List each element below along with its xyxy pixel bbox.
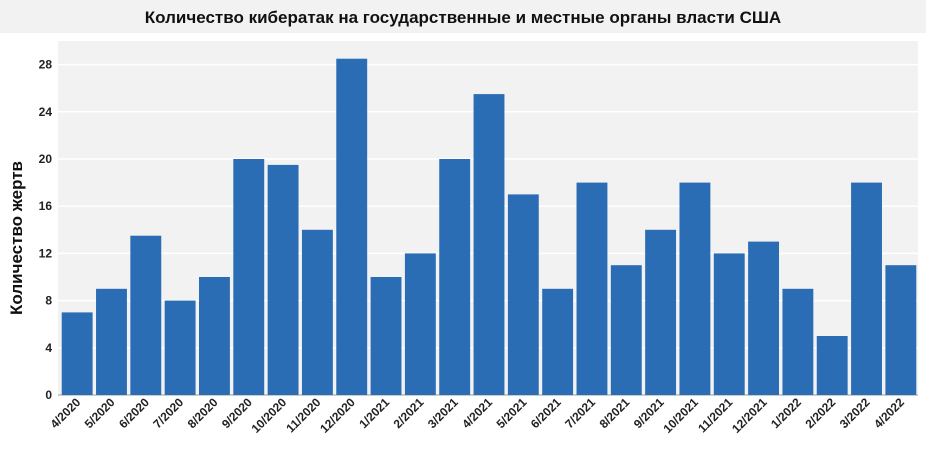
bar-10-2021	[679, 182, 711, 395]
bar-7-2021	[576, 182, 608, 395]
x-tick-label: 10/2021	[660, 395, 701, 436]
bar-6-2020	[130, 235, 162, 395]
x-tick-label: 3/2022	[837, 395, 873, 431]
title-band	[0, 0, 926, 33]
bars	[61, 58, 917, 395]
bar-11-2021	[713, 253, 745, 395]
bar-8-2020	[199, 277, 230, 395]
x-tick-label: 7/2020	[150, 395, 186, 431]
x-tick-label: 4/2022	[871, 395, 907, 431]
bar-7-2020	[164, 300, 196, 395]
y-tick-label: 0	[45, 388, 52, 402]
bar-2-2021	[404, 253, 436, 395]
bar-5-2020	[96, 288, 127, 395]
y-axis-ticks: 0 4 8 12 16 20 24 28	[39, 58, 53, 402]
bar-10-2020	[267, 164, 299, 395]
x-tick-label: 5/2020	[82, 395, 118, 431]
x-axis-ticks: 4/20205/20206/20207/20208/20209/202010/2…	[47, 395, 907, 436]
x-tick-label: 8/2020	[185, 395, 221, 431]
x-tick-label: 6/2021	[528, 395, 564, 431]
y-tick-label: 4	[45, 341, 52, 355]
x-tick-label: 1/2021	[356, 395, 392, 431]
bar-8-2021	[610, 265, 642, 395]
x-tick-label: 12/2020	[317, 395, 358, 436]
x-tick-label: 3/2021	[425, 395, 461, 431]
chart-title: Количество кибератак на государственные …	[145, 8, 781, 27]
y-tick-label: 12	[39, 246, 53, 260]
x-tick-label: 5/2021	[494, 395, 530, 431]
x-tick-label: 8/2021	[597, 395, 633, 431]
x-tick-label: 4/2020	[47, 395, 83, 431]
x-tick-label: 4/2021	[459, 395, 495, 431]
x-tick-label: 2/2022	[802, 395, 838, 431]
x-tick-label: 11/2021	[695, 395, 735, 435]
y-tick-label: 20	[39, 152, 53, 166]
bar-1-2022	[782, 288, 814, 395]
x-tick-label: 2/2021	[391, 395, 427, 431]
bar-2-2022	[816, 336, 848, 395]
bar-12-2021	[748, 241, 780, 395]
bar-12-2020	[336, 58, 368, 395]
bar-11-2020	[301, 229, 333, 395]
y-tick-label: 16	[39, 199, 53, 213]
bar-9-2020	[233, 159, 265, 395]
x-tick-label: 12/2021	[729, 395, 770, 436]
y-tick-label: 28	[39, 58, 53, 72]
bar-5-2021	[507, 194, 539, 395]
y-tick-label: 8	[45, 294, 52, 308]
bar-4-2020	[61, 312, 93, 395]
x-tick-label: 1/2022	[768, 395, 804, 431]
y-tick-label: 24	[39, 105, 53, 119]
bar-4-2021	[473, 94, 505, 395]
x-tick-label: 7/2021	[562, 395, 598, 431]
bar-3-2021	[439, 159, 471, 395]
bar-4-2022	[885, 265, 917, 395]
bar-3-2022	[851, 182, 882, 395]
bar-6-2021	[542, 288, 574, 395]
y-axis-label: Количество жертв	[7, 161, 26, 315]
bar-9-2021	[645, 229, 677, 395]
x-tick-label: 11/2020	[283, 395, 323, 435]
bar-1-2021	[370, 277, 402, 395]
x-tick-label: 10/2020	[249, 395, 290, 436]
x-tick-label: 6/2020	[116, 395, 152, 431]
